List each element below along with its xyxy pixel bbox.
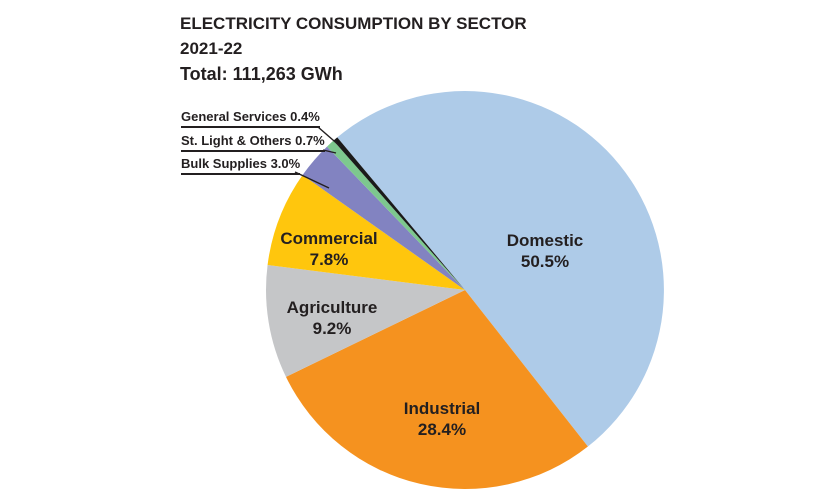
callout-label-bulk-supplies: Bulk Supplies 3.0%	[181, 156, 301, 175]
slice-label-pct: 7.8%	[309, 250, 349, 269]
chart-title: ELECTRICITY CONSUMPTION BY SECTOR	[180, 14, 527, 33]
slice-label-name: Agriculture	[286, 298, 378, 317]
leader-line-st-light-others	[322, 149, 337, 154]
slice-label-pct: 28.4%	[417, 420, 467, 439]
slice-label-pct: 50.5%	[520, 252, 570, 271]
pie-slice-agriculture	[266, 264, 465, 377]
pie-slice-bulk-supplies	[302, 146, 465, 290]
leader-line-bulk-supplies	[294, 171, 330, 189]
slice-label-agriculture: Agriculture 9.2%	[287, 297, 378, 339]
chart-subtitle: 2021-22	[180, 39, 243, 58]
slice-label-domestic: Domestic 50.5%	[507, 230, 584, 272]
slice-label-commercial: Commercial 7.8%	[280, 228, 377, 270]
pie-slice-general-services	[333, 137, 465, 290]
pie-slice-st-light-others	[327, 140, 465, 290]
slice-label-name: Industrial	[403, 399, 481, 418]
slice-label-pct: 9.2%	[312, 319, 352, 338]
pie-slice-domestic	[337, 91, 664, 447]
chart-total: Total: 111,263 GWh	[180, 64, 343, 84]
chart-header: ELECTRICITY CONSUMPTION BY SECTOR 2021-2…	[180, 11, 527, 61]
leader-line-general-services	[317, 126, 342, 148]
slice-label-name: Commercial	[280, 229, 378, 248]
pie-slice-commercial	[267, 175, 465, 290]
pie-slice-industrial	[285, 290, 588, 489]
slice-label-industrial: Industrial 28.4%	[404, 398, 481, 440]
callout-label-st-light-others: St. Light & Others 0.7%	[181, 133, 325, 152]
callout-label-general-services: General Services 0.4%	[181, 109, 320, 128]
slice-label-name: Domestic	[506, 231, 584, 250]
